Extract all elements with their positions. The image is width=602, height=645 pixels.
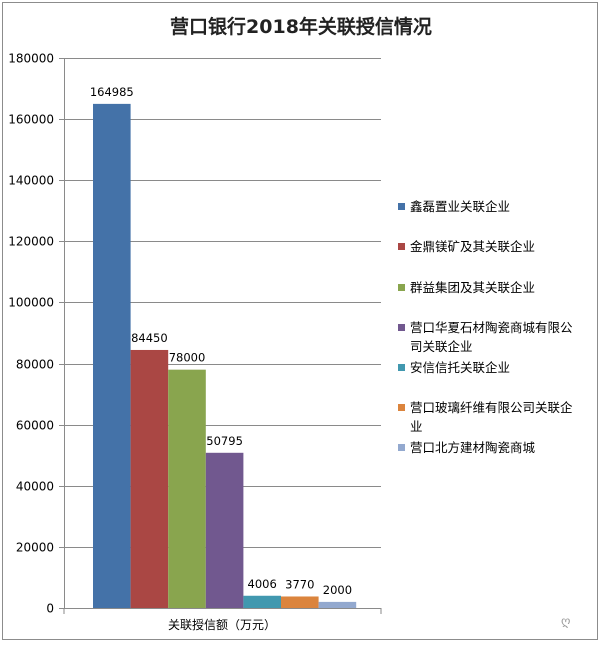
y-tick-label: 60000 <box>16 419 54 433</box>
legend: 鑫磊置业关联企业金鼎镁矿及其关联企业群益集团及其关联企业营口华夏石材陶瓷商城有限… <box>398 199 573 455</box>
legend-label: 营口华夏石材陶瓷商城有限公 <box>410 320 573 335</box>
y-tick-label: 160000 <box>8 113 54 127</box>
chart-title: 营口银行2018年关联授信情况 <box>170 15 432 38</box>
bar <box>93 103 131 609</box>
legend-label: 鑫磊置业关联企业 <box>410 199 510 214</box>
legend-label: 金鼎镁矿及其关联企业 <box>410 239 535 254</box>
legend-label: 司关联企业 <box>410 339 473 354</box>
legend-swatch <box>398 324 405 331</box>
y-tick-label: 0 <box>46 602 54 616</box>
legend-swatch <box>398 364 405 371</box>
bar <box>205 452 244 608</box>
bar <box>130 349 169 608</box>
legend-label: 群益集团及其关联企业 <box>410 280 535 295</box>
legend-label: 业 <box>410 419 423 434</box>
y-tick-label: 100000 <box>8 296 54 310</box>
legend-swatch <box>398 284 405 291</box>
bars <box>93 103 357 609</box>
y-tick-label: 140000 <box>8 174 54 188</box>
y-tick-label: 80000 <box>16 358 54 372</box>
legend-swatch <box>398 444 405 451</box>
bar <box>243 595 281 608</box>
data-label: 50795 <box>206 434 243 448</box>
data-label: 3770 <box>285 577 314 591</box>
y-tick-label: 20000 <box>16 541 54 555</box>
bar <box>168 369 206 608</box>
y-tick-label: 180000 <box>8 52 54 66</box>
legend-label: 营口北方建材陶瓷商城 <box>410 440 536 455</box>
legend-swatch <box>398 243 405 250</box>
data-label: 84450 <box>131 331 168 345</box>
y-tick-label: 40000 <box>16 480 54 494</box>
data-label: 78000 <box>169 351 206 365</box>
y-axis: 0 20000 40000 60000 80000 100000 120000 140000 1… <box>8 52 382 616</box>
legend-swatch <box>398 203 405 210</box>
bar <box>281 596 319 608</box>
bar-chart: 营口银行2018年关联授信情况 0 20000 40000 60000 80000 100… <box>8 15 573 632</box>
legend-label: 安信信托关联企业 <box>410 360 510 375</box>
x-axis-label: 关联授信额（万元） <box>168 617 276 632</box>
data-label: 2000 <box>323 583 352 597</box>
legend-swatch <box>398 404 405 411</box>
y-tick-label: 120000 <box>8 235 54 249</box>
chart-frame: 营口银行2018年关联授信情况 0 20000 40000 60000 80000 100… <box>2 2 598 640</box>
data-label: 4006 <box>248 577 277 591</box>
legend-label: 营口玻璃纤维有限公司关联企 <box>410 400 573 415</box>
data-label: 164985 <box>90 85 134 99</box>
watermark-icon: ღ <box>561 614 570 628</box>
bar <box>318 601 357 608</box>
